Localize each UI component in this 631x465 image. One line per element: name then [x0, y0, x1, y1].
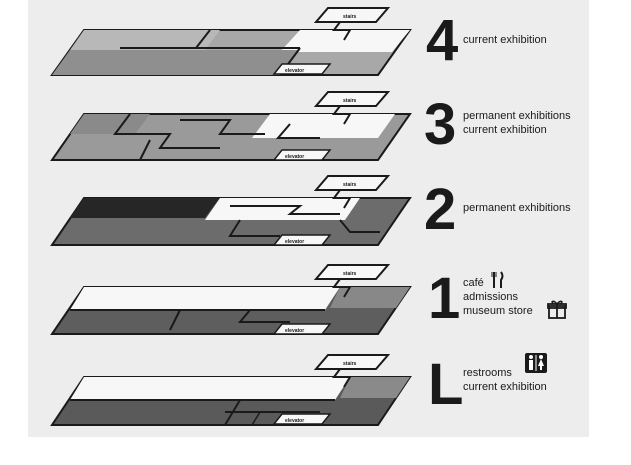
- floor-number-1: 1: [428, 266, 461, 331]
- floor-L-line-1: restrooms: [463, 367, 512, 379]
- floor-number-L: L: [428, 352, 464, 417]
- floor-4-stairs-label: stairs: [343, 14, 357, 20]
- floor-3-line-2: current exhibition: [463, 124, 547, 136]
- floor-4-elevator-label: elevator: [285, 68, 304, 74]
- floor-number-2: 2: [424, 177, 457, 242]
- floor-2-elevator-label: elevator: [285, 239, 304, 245]
- floor-L-line-2: current exhibition: [463, 381, 547, 393]
- floor-L-stairs-label: stairs: [343, 361, 357, 367]
- floor-4-plan: stairs elevator: [50, 7, 412, 76]
- floor-3-description: permanent exhibitions current exhibition: [463, 109, 571, 137]
- floor-3-elevator-label: elevator: [285, 154, 304, 160]
- floor-L-description: restrooms current exhibition: [463, 366, 547, 394]
- gift-icon: [547, 300, 567, 319]
- floor-2-stairs-label: stairs: [343, 182, 357, 188]
- floor-number-4: 4: [426, 8, 459, 73]
- floor-2-description: permanent exhibitions: [463, 201, 571, 215]
- floor-number-3: 3: [424, 92, 457, 157]
- floor-4-description: current exhibition: [463, 33, 547, 47]
- floor-1-description: café admissions museum store: [463, 276, 533, 318]
- floor-1-line-1: café: [463, 277, 484, 289]
- floor-3-plan: stairs elevator: [50, 91, 412, 161]
- floor-3-stairs-label: stairs: [343, 98, 357, 104]
- floor-1-line-2: admissions: [463, 291, 519, 303]
- floor-2-plan: stairs elevator: [50, 175, 412, 246]
- floor-2-line-1: permanent exhibitions: [463, 202, 571, 214]
- floor-4-line-1: current exhibition: [463, 34, 547, 46]
- floor-1-elevator-label: elevator: [285, 328, 304, 334]
- floor-3-line-1: permanent exhibitions: [463, 110, 571, 122]
- floor-1-plan: stairs elevator: [50, 264, 412, 335]
- floor-L-elevator-label: elevator: [285, 418, 304, 424]
- floor-1-stairs-label: stairs: [343, 271, 357, 277]
- floor-L-plan: stairs elevator: [50, 354, 412, 426]
- restroom-icon: [525, 353, 547, 373]
- floor-1-line-3: museum store: [463, 305, 533, 317]
- fork-knife-icon: [491, 271, 504, 288]
